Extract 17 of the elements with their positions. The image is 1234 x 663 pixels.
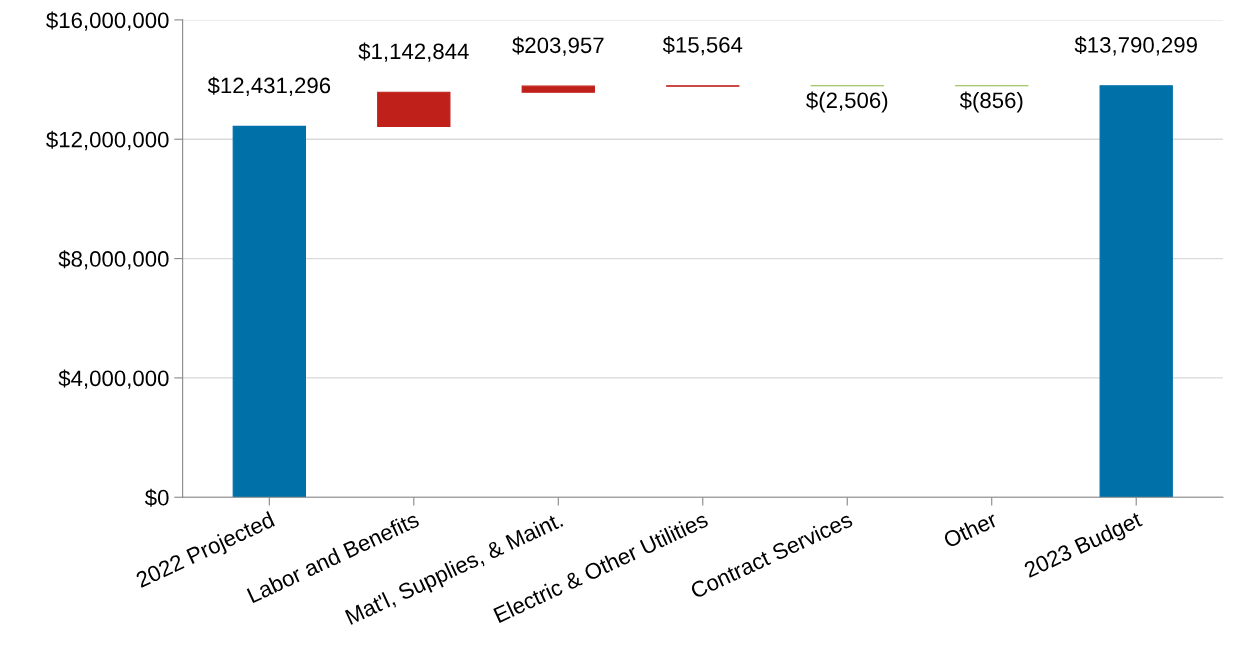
bar [1099,85,1173,498]
data-label: $13,790,299 [1074,36,1197,56]
data-label: $203,957 [512,36,604,56]
data-label: $(856) [959,91,1023,113]
y-tick-label: $4,000,000 [58,369,169,389]
data-label: $(2,506) [806,91,888,113]
y-tick-label: $16,000,000 [46,11,169,31]
y-tick-label: $0 [144,488,169,507]
y-tick-label: $8,000,000 [58,250,169,270]
bar [521,85,595,93]
y-tick-label: $12,000,000 [46,130,169,151]
data-label: $15,564 [662,36,743,56]
x-tick-label: Other [942,510,999,549]
data-label: $12,431,296 [207,76,331,96]
bar [232,125,306,498]
data-label: $1,142,844 [358,42,469,62]
bar [377,91,451,127]
